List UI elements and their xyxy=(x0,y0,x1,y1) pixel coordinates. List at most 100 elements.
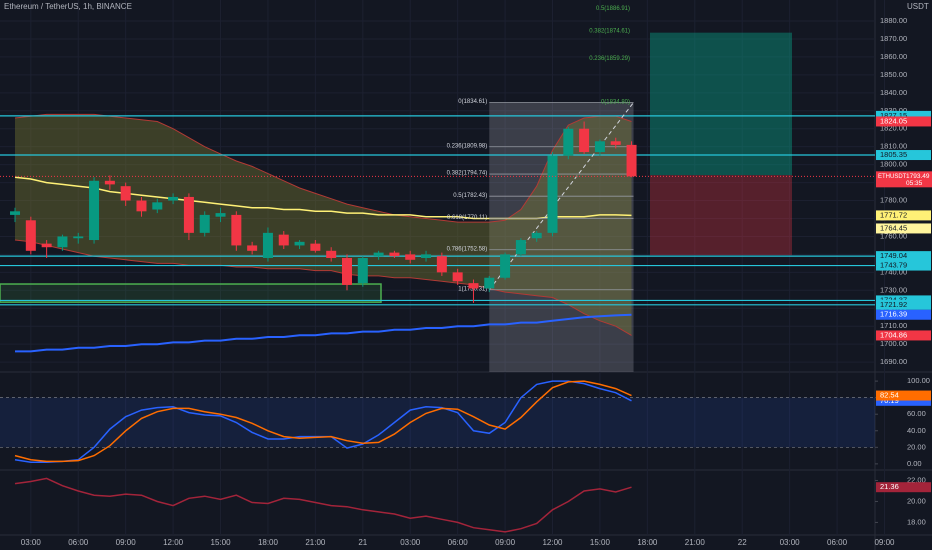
x-tick-label: 21:00 xyxy=(305,538,326,547)
price-label: 1827.15 xyxy=(880,111,907,120)
price-label-box xyxy=(876,260,931,271)
candle-body xyxy=(626,144,637,177)
candle-body xyxy=(294,241,305,246)
y-tick-label: 1820.00 xyxy=(880,124,907,133)
price-label: 1805.35 xyxy=(880,150,907,159)
fib-label: 1(1730.31) xyxy=(458,286,487,292)
price-label-box xyxy=(876,223,931,234)
fib-extension-label: 0.382(1874.61) xyxy=(589,28,630,34)
candle-body xyxy=(152,202,163,210)
price-label-box xyxy=(876,390,931,401)
candle-body xyxy=(484,277,495,289)
candle-body xyxy=(405,254,416,260)
position-target-zone xyxy=(650,32,792,176)
last-price-box xyxy=(876,171,932,188)
price-label: 1704.86 xyxy=(880,330,907,339)
price-label: 1716.39 xyxy=(880,310,907,319)
price-label-box xyxy=(876,150,931,161)
price-label-box xyxy=(876,251,931,262)
price-label: 1771.72 xyxy=(880,210,907,219)
candle-body xyxy=(199,214,210,233)
y-tick-label: 1810.00 xyxy=(880,142,907,151)
candle-body xyxy=(341,257,352,285)
y-tick-label: 1880.00 xyxy=(880,16,907,25)
fib-label: 0(1834.61) xyxy=(458,99,487,105)
candle-body xyxy=(136,200,147,212)
candle-body xyxy=(25,220,36,251)
candle-body xyxy=(168,196,179,201)
y-tick-label: 18.00 xyxy=(907,517,926,526)
candle-body xyxy=(278,234,289,246)
price-label: 1824.05 xyxy=(880,116,907,125)
x-tick-label: 21:00 xyxy=(685,538,706,547)
candle-body xyxy=(373,252,384,257)
candle-body xyxy=(183,196,194,233)
candle-body xyxy=(421,254,432,258)
candle-body xyxy=(262,232,273,258)
fib-trend-line xyxy=(488,102,634,291)
price-label-box xyxy=(876,116,931,127)
moving-average xyxy=(15,313,632,353)
indicator-band xyxy=(0,397,875,448)
candle-body xyxy=(41,243,52,248)
candle-body xyxy=(436,256,447,273)
price-label: 1721.92 xyxy=(880,300,907,309)
y-tick-label: 1740.00 xyxy=(880,267,907,276)
x-tick-label: 12:00 xyxy=(163,538,184,547)
bollinger-upper xyxy=(14,113,632,223)
candle-body xyxy=(215,213,226,217)
fib-label: 0.786(1752.58) xyxy=(447,246,488,252)
last-price-label: 1793.49 xyxy=(906,173,930,180)
x-tick-label: 03:00 xyxy=(780,538,801,547)
chart-title: Ethereum / TetherUS, 1h, BINANCE xyxy=(4,2,132,11)
y-tick-label: 100.00 xyxy=(907,376,930,385)
x-tick-label: 03:00 xyxy=(21,538,42,547)
y-tick-label: 1840.00 xyxy=(880,88,907,97)
candle-body xyxy=(247,245,258,251)
x-tick-label: 06:00 xyxy=(827,538,848,547)
price-label-box xyxy=(876,299,931,310)
candle-body xyxy=(357,257,368,284)
fib-label: 0.382(1794.74) xyxy=(447,171,488,177)
indicator-line xyxy=(14,380,632,463)
candle-body xyxy=(104,180,115,185)
x-tick-label: 06:00 xyxy=(448,538,469,547)
x-tick-label: 09:00 xyxy=(874,538,895,547)
bollinger-lower xyxy=(14,239,632,336)
price-label-box xyxy=(876,482,931,493)
y-tick-label: 40.00 xyxy=(907,426,926,435)
x-tick-label: 03:00 xyxy=(400,538,421,547)
price-label-box xyxy=(876,210,931,221)
x-tick-label: 21 xyxy=(358,538,367,547)
candle-body xyxy=(73,236,84,239)
x-tick-label: 15:00 xyxy=(211,538,232,547)
candle-body xyxy=(57,236,68,248)
countdown: 05:35 xyxy=(906,180,923,187)
y-tick-label: 1730.00 xyxy=(880,285,907,294)
y-tick-label: 1780.00 xyxy=(880,196,907,205)
x-tick-label: 15:00 xyxy=(590,538,611,547)
price-label-box xyxy=(876,110,931,121)
y-tick-label: 1800.00 xyxy=(880,160,907,169)
fib-extension-label: 0.236(1859.29) xyxy=(589,56,630,62)
candle-body xyxy=(89,180,100,241)
price-label-box xyxy=(876,330,931,341)
position-stop-zone xyxy=(650,175,792,256)
y-tick-label: 22.00 xyxy=(907,475,926,484)
x-tick-label: 12:00 xyxy=(542,538,563,547)
price-label-box xyxy=(876,395,931,406)
price-label: 1743.79 xyxy=(880,261,907,270)
candle-body xyxy=(500,254,511,278)
price-label-box xyxy=(876,309,931,320)
y-tick-label: 60.00 xyxy=(907,409,926,418)
candle-body xyxy=(452,272,463,282)
y-tick-label: 1850.00 xyxy=(880,70,907,79)
y-tick-label: 20.00 xyxy=(907,496,926,505)
candle-body xyxy=(531,232,542,239)
price-label: 82.54 xyxy=(880,391,899,400)
fib-label: 0.236(1809.98) xyxy=(447,143,488,149)
y-tick-label: 1760.00 xyxy=(880,231,907,240)
